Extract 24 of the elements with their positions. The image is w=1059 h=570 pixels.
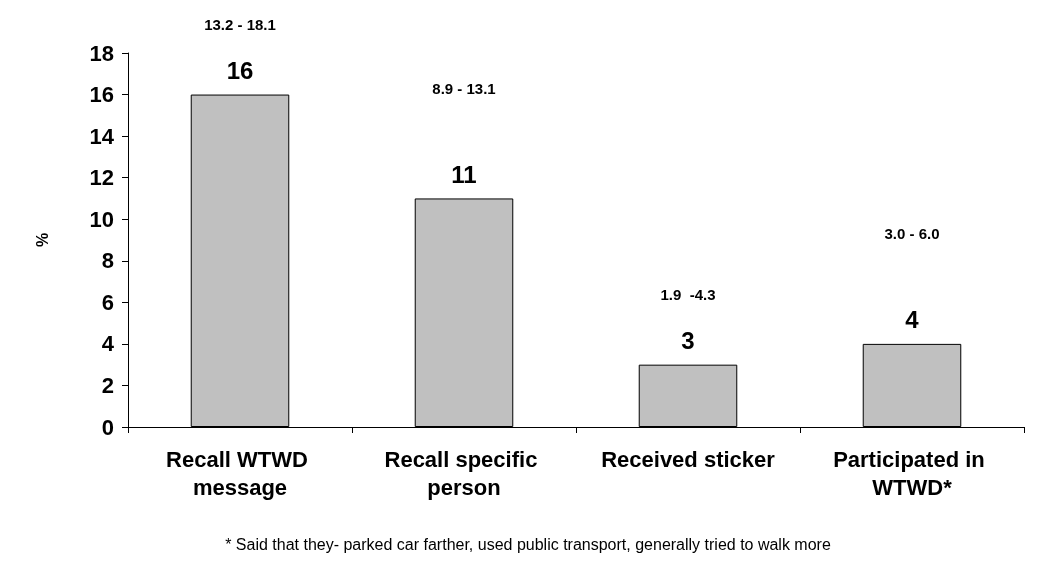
- y-tick-label: 12: [89, 165, 114, 191]
- text: 13.2 - 18.1: [204, 16, 276, 34]
- data-label: 11: [451, 160, 477, 188]
- y-axis-title: %: [33, 232, 51, 248]
- data-label: 3: [681, 327, 695, 355]
- y-tick-label: 4: [101, 331, 115, 357]
- y-tick-label: 16: [89, 82, 114, 108]
- text: * Said that they- parked car farther, used public transport, generally tried to walk more: [225, 535, 831, 553]
- data-label: 4: [905, 306, 920, 334]
- x-tick-label: Recall WTWD message: [166, 446, 314, 500]
- y-tick-label: 0: [101, 414, 114, 440]
- y-tick-label: 10: [89, 206, 114, 232]
- y-tick-label: 2: [101, 372, 114, 398]
- y-tick-label: 14: [89, 123, 115, 149]
- data-label: 16: [226, 57, 254, 85]
- annotation: 8.9 - 13.1: [432, 79, 496, 97]
- x-tick-label: Received sticker: [601, 446, 776, 472]
- y-tick-label: 18: [89, 40, 114, 66]
- x-tick-label: Participated in WTWD*: [833, 446, 991, 500]
- y-tick-label: 6: [101, 289, 114, 315]
- annotation: 1.9 -4.3: [660, 286, 716, 304]
- annotation: 3.0 - 6.0: [884, 225, 940, 243]
- y-tick-label: 8: [101, 248, 114, 274]
- x-tick-label: Recall specific person: [384, 446, 544, 500]
